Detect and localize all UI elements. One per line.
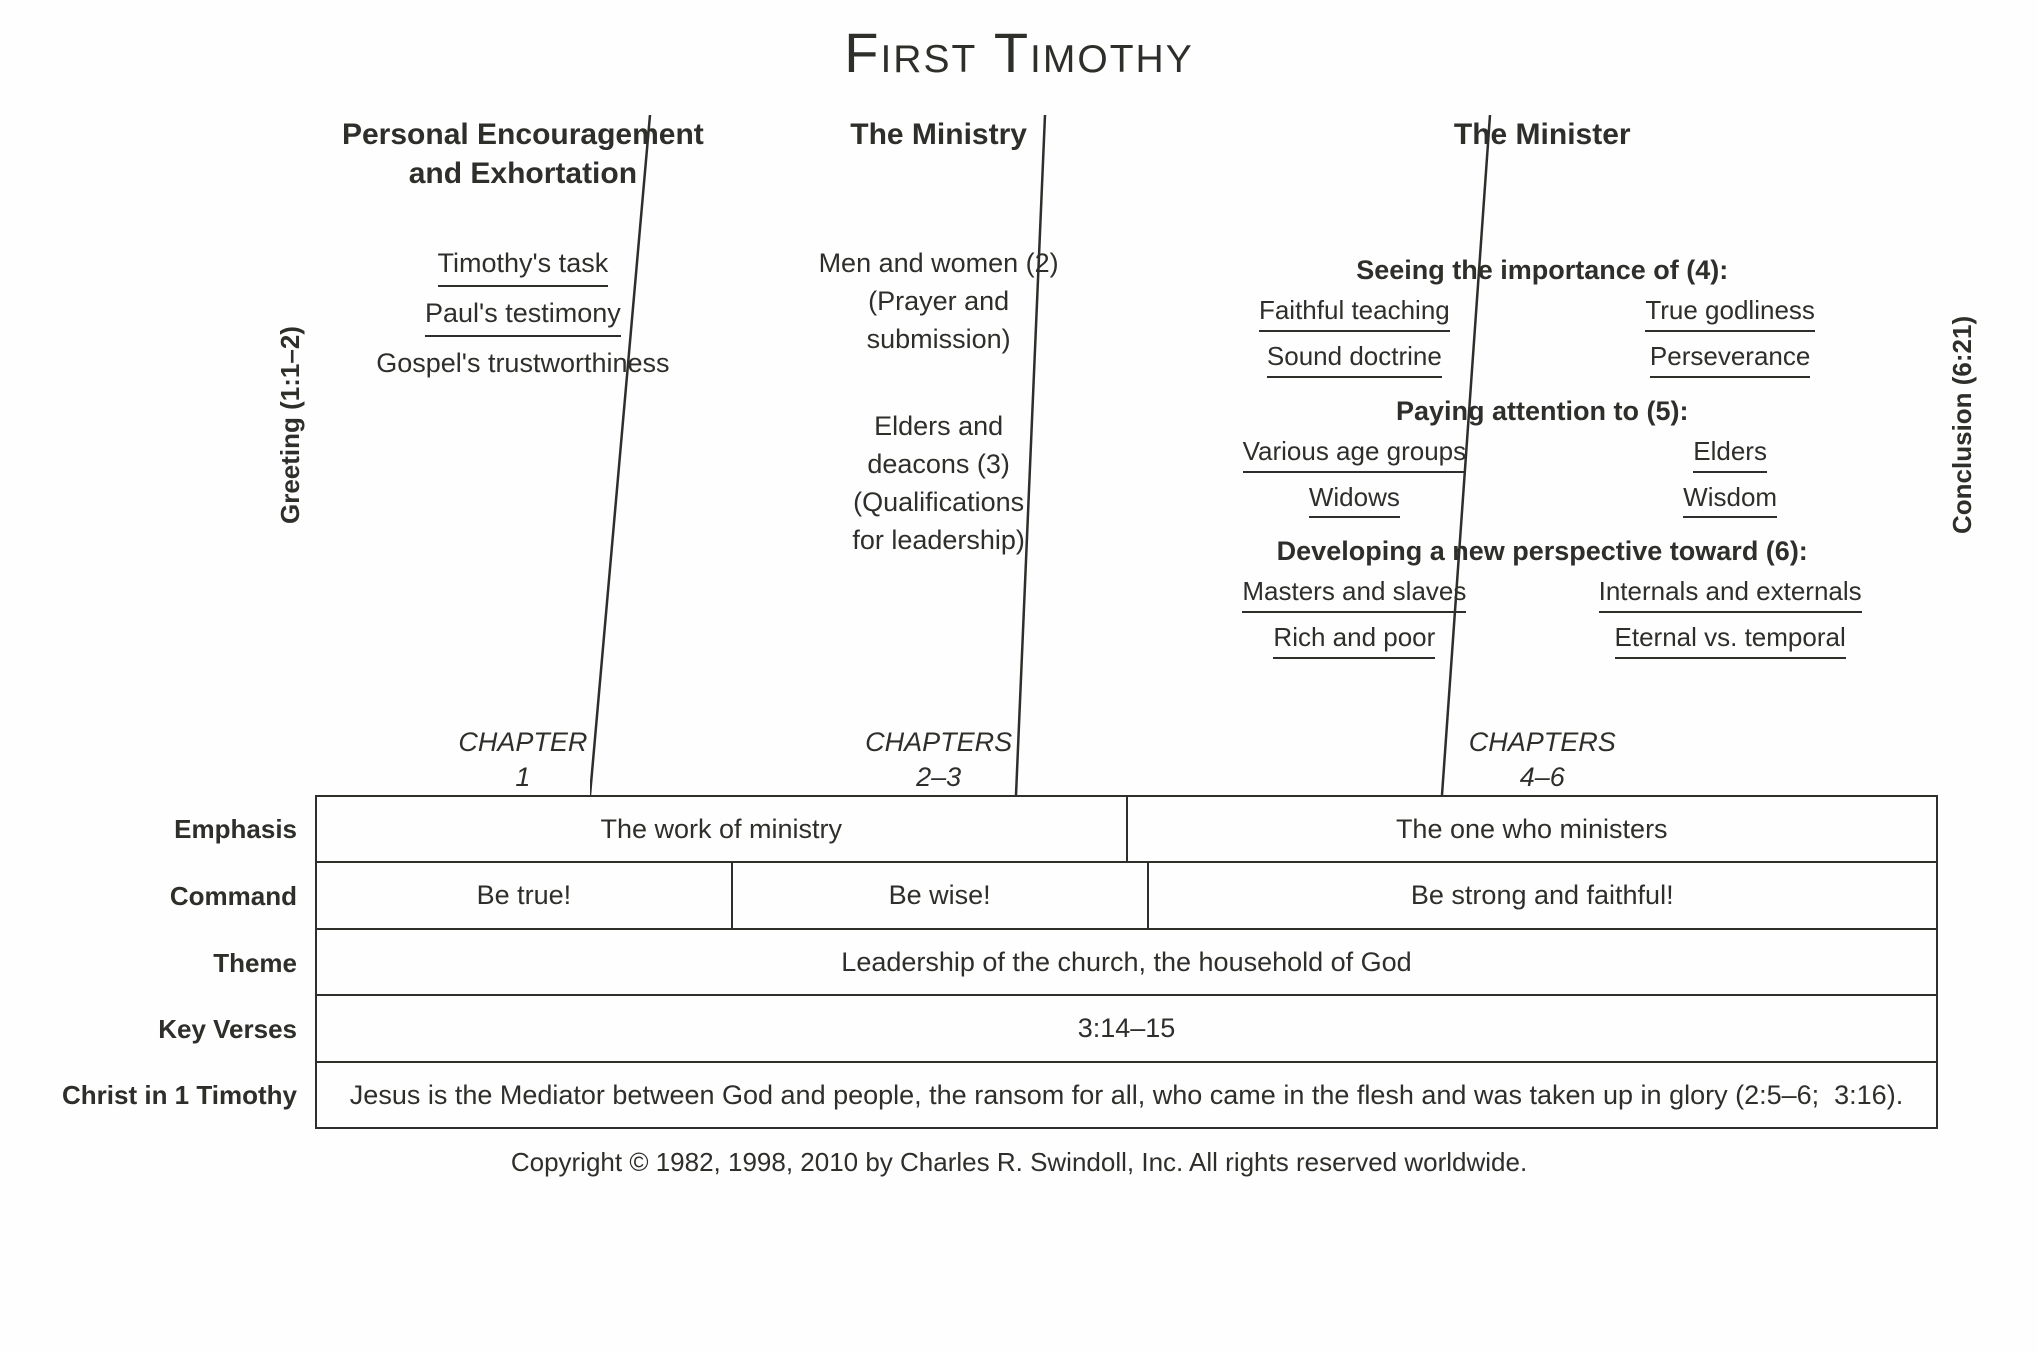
- col2-para2: Elders and deacons (3) (Qualifications f…: [751, 408, 1127, 559]
- row-theme: Leadership of the church, the household …: [315, 930, 1938, 996]
- row-christ: Jesus is the Mediator between God and pe…: [315, 1063, 1938, 1129]
- table-cell: Be strong and faithful!: [1147, 863, 1937, 927]
- table-cell: The work of ministry: [317, 797, 1126, 861]
- row-keyverses: 3:14–15: [315, 996, 1938, 1062]
- text-line: (Prayer and: [751, 283, 1127, 321]
- list-item: Masters and slaves: [1242, 575, 1466, 613]
- row-label-emphasis: Emphasis: [40, 795, 315, 863]
- summary-table: Emphasis The work of ministry The one wh…: [40, 795, 1998, 1129]
- column-personal-encouragement: Personal Encouragement and Exhortation T…: [315, 115, 731, 795]
- col1-body: Timothy's task Paul's testimony Gospel's…: [335, 245, 711, 715]
- text-line: Men and women (2): [751, 245, 1127, 283]
- row-label-theme: Theme: [40, 930, 315, 996]
- col3-chapter: CHAPTERS 4–6: [1167, 725, 1919, 795]
- list-item: Perseverance: [1650, 340, 1810, 378]
- greeting-label: Greeting (1:1–2): [275, 305, 306, 545]
- row-label-christ: Christ in 1 Timothy: [40, 1063, 315, 1129]
- diagram: Greeting (1:1–2) Conclusion (6:21) Perso…: [40, 115, 1998, 1178]
- col3-body: Seeing the importance of (4): Faithful t…: [1167, 245, 1919, 715]
- col3-heading: The Minister: [1167, 115, 1919, 220]
- chapter-range: 1: [335, 760, 711, 795]
- row-label-command: Command: [40, 863, 315, 929]
- col2-para1: Men and women (2) (Prayer and submission…: [751, 245, 1127, 358]
- list-item: Faithful teaching: [1259, 294, 1450, 332]
- table-cell: Be true!: [317, 863, 731, 927]
- list-item: Elders: [1693, 435, 1767, 473]
- column-minister: The Minister Seeing the importance of (4…: [1147, 115, 1939, 795]
- list-item: Widows: [1309, 481, 1400, 519]
- copyright-notice: Copyright © 1982, 1998, 2010 by Charles …: [40, 1147, 1998, 1178]
- col3-section1: Faithful teaching Sound doctrine True go…: [1167, 294, 1919, 386]
- table-cell: Be wise!: [731, 863, 1147, 927]
- list-item: Internals and externals: [1599, 575, 1862, 613]
- col3-section2: Various age groups Widows Elders Wisdom: [1167, 435, 1919, 527]
- list-item: Rich and poor: [1273, 621, 1435, 659]
- chapter-word: CHAPTER: [335, 725, 711, 760]
- col3-subhead: Paying attention to (5):: [1167, 394, 1919, 429]
- chapter-word: CHAPTERS: [1167, 725, 1919, 760]
- table-cell: The one who ministers: [1126, 797, 1937, 861]
- list-item: Sound doctrine: [1267, 340, 1442, 378]
- col3-subhead: Developing a new perspective toward (6):: [1167, 534, 1919, 569]
- list-item: True godliness: [1645, 294, 1815, 332]
- table-cell: Jesus is the Mediator between God and pe…: [317, 1063, 1936, 1127]
- table-cell: Leadership of the church, the household …: [317, 930, 1936, 994]
- col1-item: Timothy's task: [438, 245, 609, 287]
- book-title: First Timothy: [40, 20, 1998, 85]
- chapter-range: 4–6: [1167, 760, 1919, 795]
- text-line: (Qualifications: [751, 484, 1127, 522]
- col2-chapter: CHAPTERS 2–3: [751, 725, 1127, 795]
- list-item: Wisdom: [1683, 481, 1777, 519]
- chapter-word: CHAPTERS: [751, 725, 1127, 760]
- text-line: Elders and: [751, 408, 1127, 446]
- col1-item: Gospel's trustworthiness: [376, 345, 669, 385]
- col1-chapter: CHAPTER 1: [335, 725, 711, 795]
- table-cell: 3:14–15: [317, 996, 1936, 1060]
- text-line: deacons (3): [751, 446, 1127, 484]
- row-emphasis: The work of ministry The one who ministe…: [315, 795, 1938, 863]
- list-item: Various age groups: [1243, 435, 1467, 473]
- col2-heading: The Ministry: [751, 115, 1127, 220]
- row-command: Be true! Be wise! Be strong and faithful…: [315, 863, 1938, 929]
- col3-subhead: Seeing the importance of (4):: [1167, 253, 1919, 288]
- col3-section3: Masters and slaves Rich and poor Interna…: [1167, 575, 1919, 667]
- chapter-range: 2–3: [751, 760, 1127, 795]
- conclusion-label: Conclusion (6:21): [1947, 305, 1978, 545]
- column-ministry: The Ministry Men and women (2) (Prayer a…: [731, 115, 1147, 795]
- col1-item: Paul's testimony: [425, 295, 621, 337]
- col1-heading: Personal Encouragement and Exhortation: [335, 115, 711, 220]
- list-item: Eternal vs. temporal: [1615, 621, 1846, 659]
- upper-columns: Greeting (1:1–2) Conclusion (6:21) Perso…: [315, 115, 1938, 795]
- text-line: submission): [751, 321, 1127, 359]
- col2-body: Men and women (2) (Prayer and submission…: [751, 245, 1127, 715]
- row-label-keyverses: Key Verses: [40, 996, 315, 1062]
- text-line: for leadership): [751, 522, 1127, 560]
